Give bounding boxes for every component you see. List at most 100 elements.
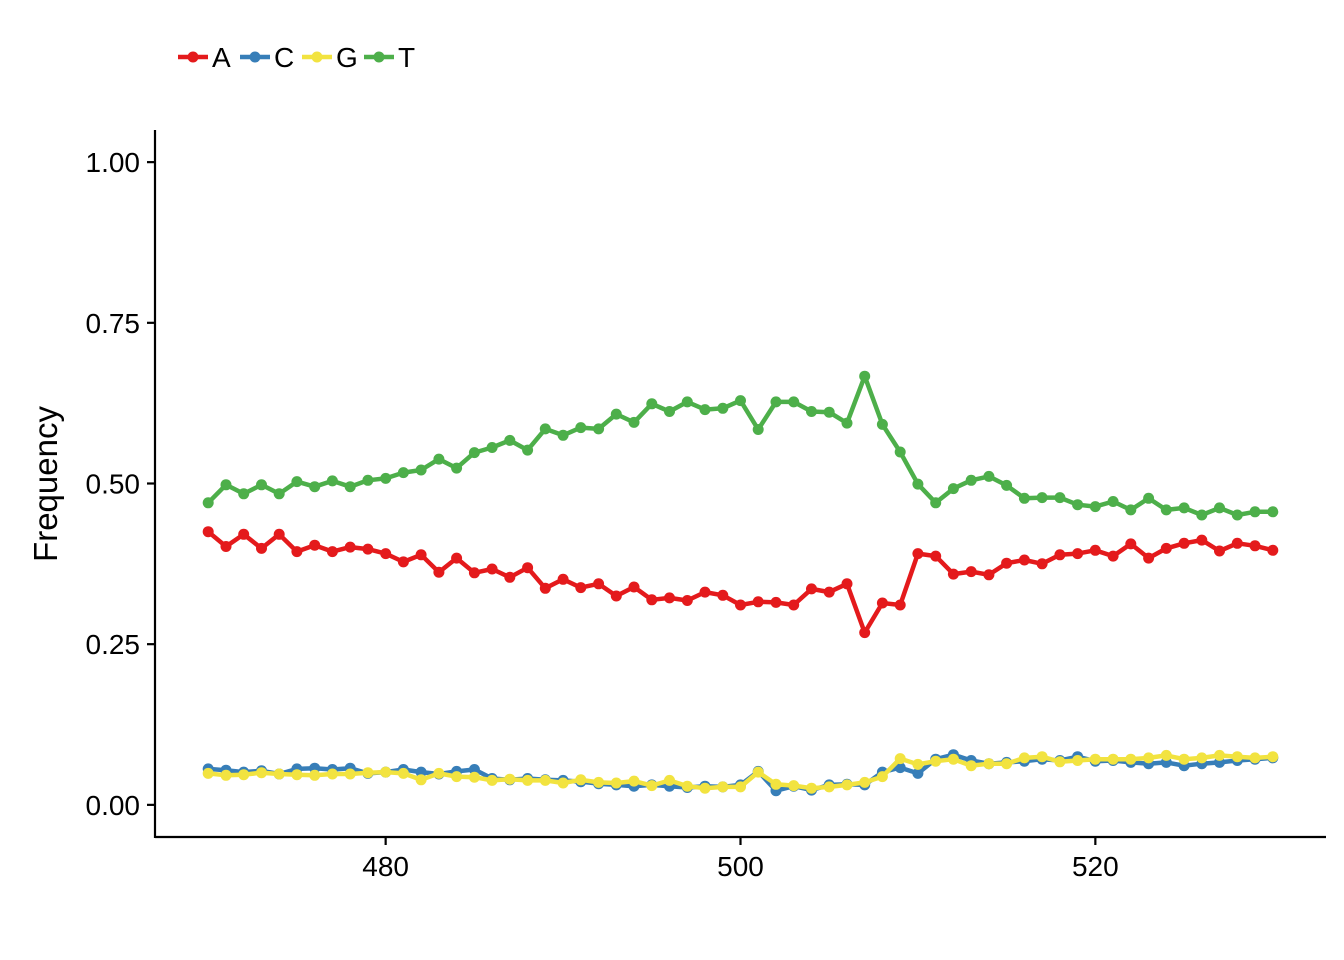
- data-point-T: [664, 406, 675, 417]
- data-point-G: [1267, 751, 1279, 763]
- data-point-T: [646, 398, 658, 410]
- data-point-A: [1214, 545, 1225, 557]
- data-point-T: [309, 481, 321, 493]
- data-point-G: [1107, 753, 1119, 765]
- data-point-G: [894, 753, 906, 765]
- data-point-T: [859, 370, 871, 382]
- data-point-A: [1125, 538, 1137, 550]
- data-point-T: [256, 479, 267, 491]
- data-point-G: [1001, 758, 1013, 770]
- data-point-G: [1160, 749, 1172, 761]
- x-tick-label: 520: [1072, 851, 1119, 882]
- data-point-A: [1089, 544, 1101, 556]
- data-point-T: [575, 422, 587, 434]
- data-point-A: [717, 589, 729, 601]
- data-point-A: [1196, 534, 1208, 546]
- series-T: [202, 370, 1279, 521]
- data-point-T: [752, 424, 764, 435]
- data-point-A: [664, 592, 675, 604]
- data-point-T: [1214, 502, 1225, 514]
- data-point-T: [894, 446, 906, 458]
- data-point-G: [539, 774, 551, 786]
- data-point-T: [912, 478, 924, 490]
- y-tick-label: 0.00: [86, 790, 141, 821]
- y-axis-title: Frequency: [27, 406, 64, 562]
- series-G: [202, 749, 1279, 794]
- data-point-A: [539, 582, 551, 594]
- y-tick-label: 0.25: [86, 629, 141, 660]
- data-point-A: [1036, 558, 1048, 570]
- data-point-G: [610, 777, 622, 789]
- data-point-A: [806, 583, 817, 595]
- data-point-A: [344, 541, 356, 553]
- data-point-T: [380, 472, 392, 484]
- data-point-A: [273, 528, 285, 540]
- data-point-T: [983, 470, 995, 482]
- data-point-A: [504, 571, 516, 583]
- data-point-G: [841, 779, 853, 791]
- data-point-T: [344, 481, 356, 493]
- data-point-T: [1267, 506, 1279, 518]
- legend-key-point: [187, 51, 199, 63]
- data-point-T: [1125, 504, 1137, 516]
- data-point-A: [610, 590, 622, 602]
- data-point-A: [628, 581, 640, 593]
- legend-label: T: [398, 42, 415, 73]
- data-point-A: [823, 586, 835, 598]
- data-point-T: [468, 447, 480, 459]
- legend-label: C: [274, 42, 294, 73]
- legend-label: G: [336, 42, 358, 73]
- data-point-T: [699, 404, 711, 416]
- data-point-C: [912, 767, 924, 779]
- data-point-T: [610, 408, 622, 420]
- data-point-A: [770, 596, 782, 608]
- data-point-A: [593, 578, 605, 590]
- data-point-G: [770, 778, 782, 790]
- data-point-G: [806, 782, 817, 794]
- data-point-T: [486, 442, 498, 453]
- data-point-G: [628, 775, 640, 787]
- data-point-A: [309, 539, 321, 551]
- data-point-A: [1107, 550, 1119, 562]
- data-point-G: [1125, 753, 1137, 765]
- data-point-G: [433, 767, 445, 779]
- data-point-A: [1267, 544, 1279, 556]
- legend-item-T: T: [364, 42, 415, 73]
- data-point-T: [451, 462, 463, 474]
- data-point-A: [256, 542, 267, 554]
- data-point-G: [291, 769, 303, 781]
- data-point-A: [876, 597, 888, 609]
- data-point-C: [468, 764, 480, 775]
- data-point-A: [965, 566, 977, 578]
- legend-item-G: G: [302, 42, 358, 73]
- data-point-A: [983, 569, 995, 581]
- data-point-G: [912, 758, 924, 770]
- data-point-G: [575, 774, 587, 786]
- data-point-T: [397, 467, 409, 479]
- data-point-T: [1231, 509, 1243, 521]
- data-point-G: [646, 780, 658, 792]
- data-point-T: [238, 488, 250, 500]
- data-point-G: [859, 776, 871, 788]
- data-point-G: [1231, 751, 1243, 763]
- data-point-G: [1214, 749, 1225, 761]
- y-tick-label: 1.00: [86, 147, 141, 178]
- data-point-T: [930, 497, 942, 509]
- data-point-G: [1036, 751, 1048, 763]
- x-tick-label: 500: [717, 851, 764, 882]
- data-point-T: [841, 417, 853, 429]
- legend-item-C: C: [240, 42, 294, 73]
- data-point-A: [1143, 552, 1155, 564]
- data-point-T: [947, 483, 959, 495]
- data-point-T: [433, 453, 445, 465]
- data-point-A: [220, 541, 232, 552]
- data-point-G: [557, 777, 569, 789]
- data-point-G: [593, 776, 605, 788]
- data-point-G: [451, 771, 463, 783]
- data-point-T: [770, 396, 782, 408]
- data-point-T: [1178, 502, 1190, 514]
- data-point-T: [1249, 506, 1261, 518]
- data-point-G: [362, 767, 374, 779]
